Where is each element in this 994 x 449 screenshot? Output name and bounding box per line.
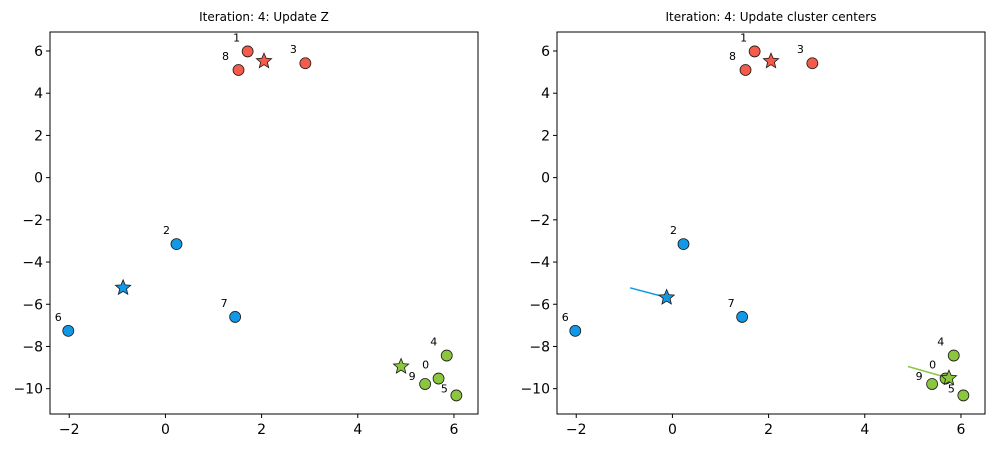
point-label-1: 1 — [740, 31, 747, 44]
data-point-2 — [170, 238, 183, 251]
data-point-9 — [419, 378, 432, 390]
cluster-center-star-0 — [762, 52, 780, 69]
chart-title: Iteration: 4: Update Z — [199, 10, 329, 24]
cluster-center-star-1 — [114, 278, 132, 296]
y-tick-label: −2 — [529, 213, 550, 229]
x-tick-label: 4 — [353, 422, 362, 438]
data-point-1 — [241, 45, 254, 58]
data-point-0 — [432, 372, 445, 385]
x-tick-label: 0 — [668, 422, 677, 438]
point-label-7: 7 — [728, 297, 735, 310]
y-tick-label: 2 — [34, 128, 43, 144]
point-label-5: 5 — [441, 382, 448, 395]
data-point-8 — [739, 64, 752, 76]
point-label-0: 0 — [929, 359, 936, 372]
point-label-9: 9 — [916, 370, 923, 383]
y-tick-label: 6 — [541, 44, 550, 60]
chart-title: Iteration: 4: Update cluster centers — [665, 10, 876, 24]
y-tick-label: 0 — [541, 171, 550, 187]
y-tick-label: −10 — [520, 382, 550, 398]
y-tick-label: −6 — [22, 297, 43, 313]
data-point-5 — [957, 389, 970, 402]
y-tick-label: 0 — [34, 171, 43, 187]
point-label-9: 9 — [409, 370, 416, 383]
data-point-7 — [229, 311, 242, 323]
x-tick-label: −2 — [566, 422, 587, 438]
data-point-3 — [299, 57, 312, 70]
plot-frame — [556, 31, 986, 415]
x-tick-label: 6 — [449, 422, 458, 438]
y-tick-label: −8 — [529, 339, 550, 355]
chart-panel-update-z: Iteration: 4: Update Z −2 0 2 4 6 −10 −8 −6 −4 −2 0… — [13, 10, 479, 438]
data-point-7 — [736, 311, 749, 323]
y-tick-label: −4 — [529, 255, 550, 271]
plot-frame — [49, 31, 479, 415]
data-point-4 — [440, 349, 453, 362]
data-point-9 — [926, 378, 939, 390]
data-point-6 — [569, 324, 582, 337]
x-tick-label: 2 — [257, 422, 266, 438]
point-label-1: 1 — [233, 31, 240, 44]
point-label-8: 8 — [222, 50, 229, 63]
point-label-6: 6 — [55, 311, 62, 324]
data-point-4 — [947, 349, 960, 362]
x-tick-label: 6 — [956, 422, 965, 438]
y-tick-label: 2 — [541, 128, 550, 144]
point-label-4: 4 — [937, 336, 944, 349]
point-label-5: 5 — [948, 382, 955, 395]
y-tick-label: 6 — [34, 44, 43, 60]
point-label-3: 3 — [290, 43, 297, 56]
x-tick-label: 2 — [764, 422, 773, 438]
cluster-center-star-0 — [255, 52, 273, 69]
point-label-8: 8 — [729, 50, 736, 63]
y-tick-label: 4 — [34, 86, 43, 102]
cluster-center-star-2 — [940, 369, 958, 386]
data-point-6 — [62, 324, 75, 337]
point-label-0: 0 — [422, 359, 429, 372]
x-tick-label: 0 — [161, 422, 170, 438]
point-label-3: 3 — [797, 43, 804, 56]
data-point-3 — [806, 57, 819, 70]
data-point-5 — [450, 389, 463, 402]
y-tick-label: −6 — [529, 297, 550, 313]
point-label-7: 7 — [221, 297, 228, 310]
cluster-center-star-2 — [392, 357, 410, 374]
cluster-center-star-1 — [658, 288, 676, 305]
data-point-1 — [748, 45, 761, 58]
y-tick-label: −8 — [22, 339, 43, 355]
x-tick-label: 4 — [860, 422, 869, 438]
data-point-2 — [677, 238, 690, 251]
point-label-2: 2 — [670, 224, 677, 237]
point-label-2: 2 — [163, 224, 170, 237]
point-label-4: 4 — [430, 336, 437, 349]
y-tick-label: −4 — [22, 255, 43, 271]
y-tick-label: −10 — [13, 382, 43, 398]
y-tick-label: 4 — [541, 86, 550, 102]
y-tick-label: −2 — [22, 213, 43, 229]
data-point-8 — [232, 64, 245, 76]
chart-panel-update-centers: Iteration: 4: Update cluster centers −2 0 2… — [520, 10, 986, 438]
point-label-6: 6 — [562, 311, 569, 324]
x-tick-label: −2 — [59, 422, 80, 438]
